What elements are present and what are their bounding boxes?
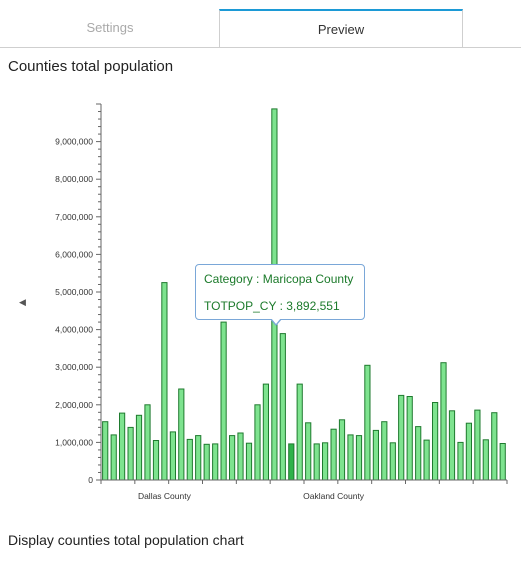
bar[interactable] xyxy=(186,438,193,481)
bar[interactable] xyxy=(279,333,286,481)
y-tick-label: 4,000,000 xyxy=(55,325,93,335)
y-tick-label: 2,000,000 xyxy=(55,400,93,410)
bar[interactable] xyxy=(338,419,346,481)
x-tick-label: Dallas County xyxy=(138,491,192,501)
bar[interactable] xyxy=(457,441,464,481)
chart-tooltip: Category : Maricopa County TOTPOP_CY : 3… xyxy=(195,264,365,326)
bar[interactable] xyxy=(423,439,430,481)
bar[interactable] xyxy=(364,364,371,481)
bar[interactable] xyxy=(440,362,447,481)
bar[interactable] xyxy=(245,442,253,481)
bar[interactable] xyxy=(296,383,303,481)
bar[interactable] xyxy=(212,443,219,481)
bar[interactable] xyxy=(330,428,337,481)
bar[interactable] xyxy=(313,443,320,481)
tooltip-pointer-inner xyxy=(271,318,281,324)
bar[interactable] xyxy=(372,429,379,481)
x-axis: Dallas County Oakland County xyxy=(100,479,508,501)
bar[interactable] xyxy=(195,435,202,481)
bar-series xyxy=(102,108,506,481)
bar[interactable] xyxy=(119,412,126,481)
bar[interactable] xyxy=(381,421,388,481)
bar[interactable] xyxy=(415,426,422,481)
bar[interactable] xyxy=(491,412,498,481)
bar[interactable] xyxy=(161,282,168,481)
bar[interactable] xyxy=(144,404,151,481)
y-tick-label: 6,000,000 xyxy=(55,249,93,259)
bar[interactable] xyxy=(220,321,227,481)
bar[interactable] xyxy=(229,435,236,481)
bar[interactable] xyxy=(169,431,177,481)
tab-settings[interactable]: Settings xyxy=(86,20,134,35)
bar[interactable] xyxy=(398,394,405,481)
chart-title: Counties total population xyxy=(8,58,174,75)
bar[interactable] xyxy=(322,442,329,481)
y-tick-label: 9,000,000 xyxy=(55,137,93,147)
bar[interactable] xyxy=(254,404,261,481)
bar[interactable] xyxy=(288,443,295,481)
bar[interactable] xyxy=(135,414,143,481)
bar[interactable] xyxy=(482,439,489,481)
bar[interactable] xyxy=(127,426,134,481)
tab-bar: Settings Preview xyxy=(0,0,521,48)
tooltip-category: Category : Maricopa County xyxy=(204,272,354,286)
tooltip-value: TOTPOP_CY : 3,892,551 xyxy=(204,299,340,313)
bar[interactable] xyxy=(203,443,210,481)
tab-divider xyxy=(0,47,521,48)
bar[interactable] xyxy=(355,435,363,481)
x-tick-label: Oakland County xyxy=(303,491,365,501)
bar[interactable] xyxy=(432,402,439,481)
bar[interactable] xyxy=(347,434,354,481)
bar[interactable] xyxy=(448,410,456,481)
bar[interactable] xyxy=(237,432,244,481)
bar[interactable] xyxy=(305,422,312,481)
scroll-left-icon[interactable]: ◀ xyxy=(19,297,26,307)
y-axis: 0 1,000,000 2,000,000 3,000,000 4,000,000 5,0… xyxy=(55,103,102,485)
y-tick-label: 0 xyxy=(88,475,93,485)
y-tick-label: 5,000,000 xyxy=(55,287,93,297)
y-tick-label: 3,000,000 xyxy=(55,362,93,372)
bar[interactable] xyxy=(465,422,472,481)
bar[interactable] xyxy=(152,440,160,481)
bar[interactable] xyxy=(389,442,396,481)
chart-description: Display counties total population chart xyxy=(8,532,244,548)
bar[interactable] xyxy=(110,434,117,481)
bar[interactable] xyxy=(499,443,506,481)
bar[interactable] xyxy=(178,388,185,481)
y-tick-label: 7,000,000 xyxy=(55,212,93,222)
bar[interactable] xyxy=(406,396,413,481)
y-tick-label: 8,000,000 xyxy=(55,174,93,184)
y-tick-label: 1,000,000 xyxy=(55,437,93,447)
bar[interactable] xyxy=(262,383,269,481)
bar[interactable] xyxy=(474,409,481,481)
bar[interactable] xyxy=(102,421,109,481)
